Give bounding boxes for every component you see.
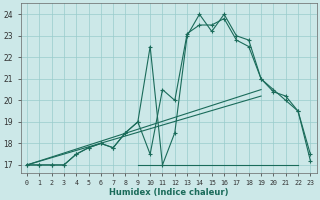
X-axis label: Humidex (Indice chaleur): Humidex (Indice chaleur) — [109, 188, 228, 197]
